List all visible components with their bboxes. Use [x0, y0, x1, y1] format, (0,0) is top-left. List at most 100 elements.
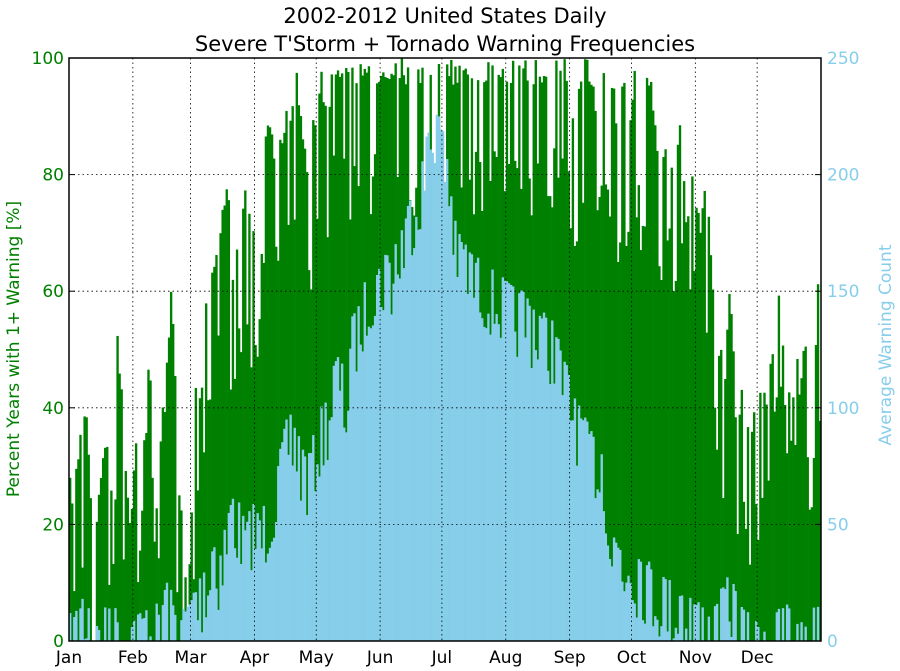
count-bar [209, 590, 212, 641]
percent-bar [188, 564, 191, 641]
count-bar [800, 622, 803, 641]
percent-bar [122, 559, 125, 641]
count-bar [429, 149, 432, 641]
left-axis-ticks: 0 20 40 60 80 100 [32, 49, 75, 652]
percent-bar [79, 434, 82, 641]
percent-bar [730, 314, 733, 641]
count-bar [680, 595, 684, 641]
percent-bar [101, 458, 105, 641]
percent-bar [153, 541, 156, 641]
count-bar [83, 639, 86, 641]
percent-bar [722, 498, 725, 641]
percent-bar [163, 412, 167, 641]
count-bar [546, 370, 550, 641]
count-bar [460, 241, 463, 642]
percent-bar [128, 522, 132, 641]
percent-bar [258, 319, 261, 641]
percent-bar [141, 510, 144, 641]
count-bar [316, 464, 319, 641]
count-bar [394, 244, 397, 641]
count-bar [237, 502, 241, 641]
count-bar [223, 529, 226, 641]
percent-bar [254, 345, 257, 641]
count-bar [505, 281, 509, 641]
count-bar [497, 324, 500, 641]
count-bar [215, 588, 218, 641]
count-bar [297, 436, 301, 641]
count-bar [73, 617, 76, 641]
percent-bar [132, 470, 136, 641]
count-bar [781, 608, 785, 641]
count-bar [312, 435, 315, 641]
percent-bar [687, 216, 690, 641]
count-bar [79, 608, 82, 641]
count-bar [549, 383, 552, 641]
count-bar [283, 428, 286, 641]
count-bar [359, 344, 362, 641]
percent-bar [106, 446, 109, 641]
count-bar [338, 390, 342, 641]
count-bar [534, 350, 537, 641]
count-bar [211, 551, 214, 641]
count-bar [544, 317, 548, 641]
count-bar [474, 262, 478, 641]
month-tick-label: Jul [431, 648, 453, 668]
count-bar [227, 512, 230, 641]
count-bar [623, 591, 626, 641]
percent-bar [260, 253, 263, 641]
count-bar [526, 298, 529, 641]
percent-bar [213, 266, 216, 641]
count-bar [382, 310, 385, 641]
percent-bar [89, 498, 92, 641]
percent-bar [295, 72, 298, 642]
percent-bar [757, 539, 760, 641]
count-bar [804, 626, 807, 641]
count-bar [184, 611, 187, 641]
count-bar [270, 541, 274, 641]
count-bar [233, 548, 237, 641]
count-bar [275, 522, 278, 641]
percent-bar [209, 399, 212, 641]
percent-bar [600, 185, 603, 642]
percent-bar [785, 453, 789, 641]
count-bar [202, 572, 206, 641]
count-bar [244, 530, 247, 641]
count-bar [437, 116, 441, 642]
percent-bar [596, 210, 599, 642]
percent-bar [174, 375, 177, 641]
percent-bar [565, 80, 568, 641]
count-bar [417, 229, 420, 642]
percent-bar [652, 110, 655, 641]
count-bar [402, 268, 406, 641]
percent-bar [157, 558, 160, 641]
count-bar [207, 595, 210, 641]
count-bar [332, 365, 336, 641]
percent-bar [252, 231, 255, 641]
percent-bar [281, 143, 284, 641]
percent-bar [318, 93, 321, 642]
count-bar [217, 609, 220, 641]
percent-bar [305, 172, 309, 641]
count-bar [143, 618, 146, 641]
count-bar [114, 608, 117, 641]
count-bar [277, 466, 280, 641]
count-bar [336, 357, 340, 641]
count-bar [254, 548, 257, 641]
percent-bar [816, 284, 820, 641]
count-bar [586, 421, 589, 641]
percent-bar [713, 407, 717, 641]
percent-bar [118, 373, 121, 641]
count-bar [528, 305, 531, 641]
count-bar [619, 549, 622, 641]
count-bar [499, 337, 502, 641]
right-tick-label: 250 [827, 49, 859, 69]
count-bar [485, 328, 488, 641]
percent-bar [724, 378, 727, 641]
count-bar [542, 312, 546, 641]
percent-bar [322, 102, 325, 641]
count-bar [588, 433, 591, 641]
count-bar [299, 500, 303, 641]
percent-bar [771, 354, 774, 641]
count-bar [697, 602, 700, 641]
count-bar [310, 453, 313, 641]
